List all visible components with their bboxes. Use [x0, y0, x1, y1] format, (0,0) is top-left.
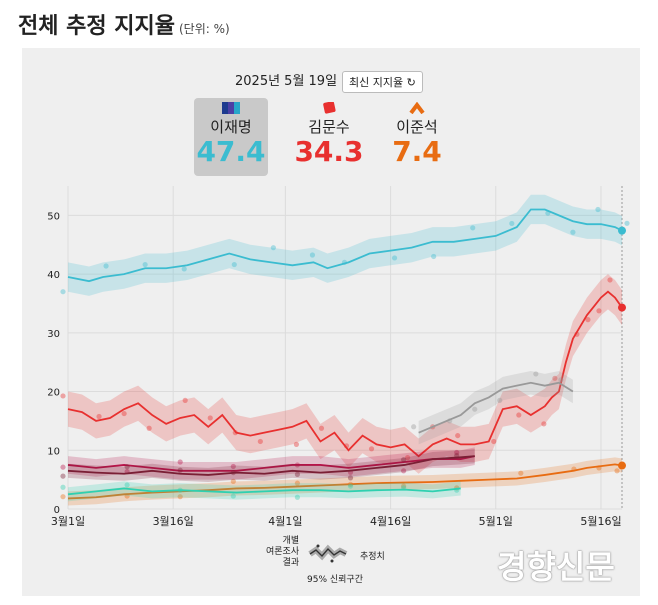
candidate-card-lee-jaemyung[interactable]: 이재명 47.4	[194, 98, 268, 176]
candidate-card-kim-moonsoo[interactable]: 김문수 34.3	[292, 98, 366, 176]
party-chevron-icon	[409, 102, 425, 114]
candidate-value: 47.4	[196, 135, 266, 168]
candidate-card-lee-junseok[interactable]: 이준석 7.4	[380, 98, 454, 176]
candidate-value: 7.4	[392, 135, 442, 168]
legend-interval-label: 95% 신뢰구간	[307, 575, 363, 585]
candidate-value: 34.3	[294, 135, 364, 168]
party-flag-icon	[222, 102, 240, 114]
legend-estimate-label: 추정치	[360, 552, 385, 562]
unit-label: (단위: %)	[179, 22, 230, 36]
page-title: 전체 추정 지지율 (단위: %)	[18, 14, 230, 39]
party-square-icon	[323, 102, 336, 114]
publisher-watermark: 경향신문	[497, 548, 615, 586]
legend-icon	[308, 544, 348, 563]
legend-individual-label: 개별 여론조사 결과	[266, 536, 300, 568]
candidate-name: 이준석	[396, 118, 438, 136]
candidate-name: 이재명	[210, 118, 252, 136]
date-label: 2025년 5월 19일	[235, 74, 338, 89]
candidate-name: 김문수	[308, 118, 350, 136]
latest-support-button[interactable]: 최신 지지율 ↻	[342, 71, 423, 93]
